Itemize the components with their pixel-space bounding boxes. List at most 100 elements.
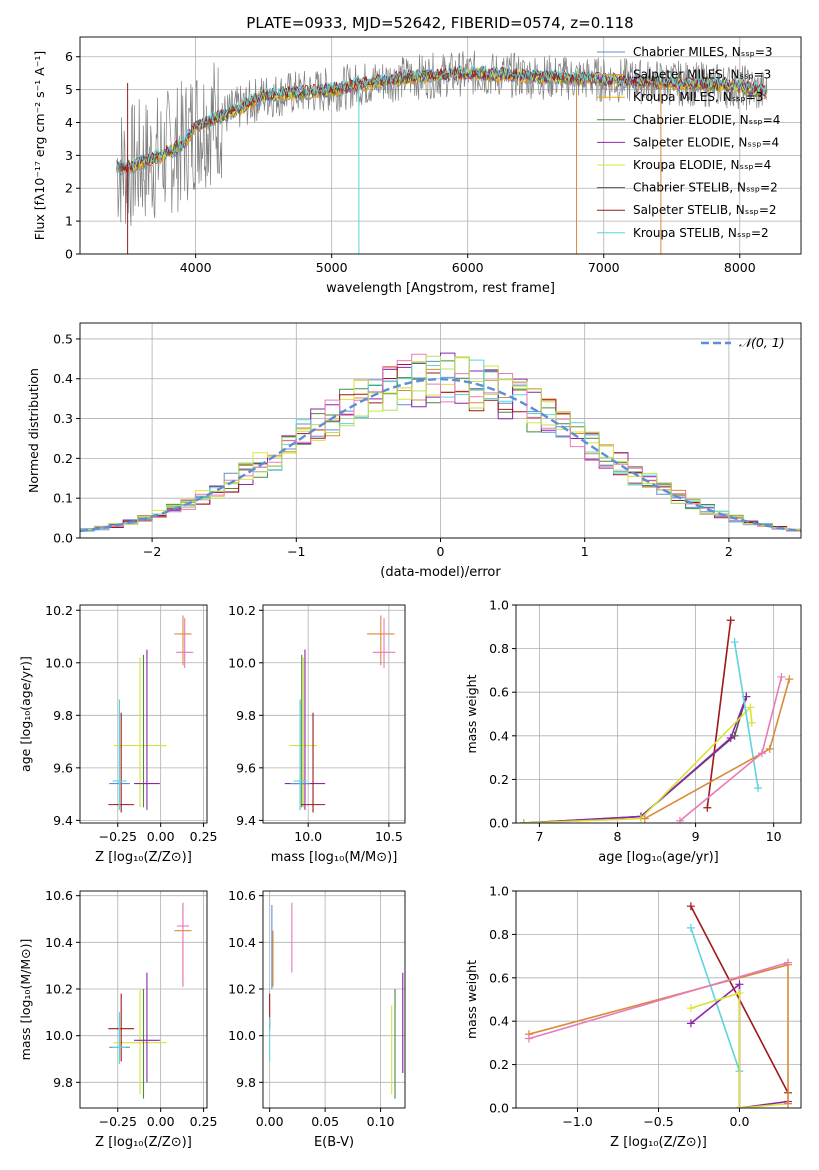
weight-marker — [524, 1034, 533, 1043]
y-tick-label: 9.8 — [236, 708, 256, 723]
y-tick-label: 1 — [65, 214, 73, 229]
panel-spectrum: 4000 5000 6000 7000 8000 0 1 2 3 4 5 6 wavelength [A… — [32, 36, 802, 296]
y-axis-label: Flux [fλ10⁻¹⁷ erg cm⁻² s⁻¹ A⁻¹] — [32, 51, 47, 240]
x-tick-label: −1.0 — [562, 1114, 592, 1129]
panel-age-vs-Z: −0.25 0.00 0.25 9.4 9.6 9.8 10.0 10.2 Z [log₁₀(Z… — [18, 603, 217, 865]
x-tick-label: 5000 — [316, 260, 348, 275]
weight-marker — [686, 1019, 695, 1028]
y-tick-label: 10.2 — [45, 603, 73, 618]
x-tick-label: 10 — [766, 829, 782, 844]
y-tick-label: 0.3 — [53, 411, 73, 426]
axes-frame — [262, 604, 406, 824]
x-axis-label: (data-model)/error — [380, 565, 501, 580]
y-tick-label: 1.0 — [489, 598, 509, 613]
x-tick-label: 0.00 — [256, 1114, 284, 1129]
x-tick-label: −2 — [143, 544, 161, 559]
y-tick-label: 1.0 — [489, 884, 509, 899]
y-tick-label: 0.8 — [489, 927, 509, 942]
y-tick-label: 10.6 — [228, 888, 256, 903]
grid-mass-vs-ebv — [263, 891, 405, 1108]
x-axis-label: wavelength [Angstrom, rest frame] — [326, 281, 555, 296]
y-tick-label: 0.2 — [489, 1057, 509, 1072]
y-tick-label: 0.4 — [489, 1014, 509, 1029]
x-axis-label: mass [log₁₀(M/M⊙)] — [271, 850, 398, 865]
y-tick-label: 0.6 — [489, 685, 509, 700]
weight-marker — [703, 803, 712, 812]
axes-frame — [79, 604, 208, 824]
y-tick-label: 10.4 — [228, 935, 256, 950]
legend-entry: Kroupa ELODIE, Nₛₛₚ=4 — [633, 158, 771, 172]
panel-age-vs-mass: 10.0 10.5 9.4 9.6 9.8 10.0 10.2 mass [log₁₀(M/M… — [228, 603, 406, 865]
y-tick-label: 10.4 — [45, 935, 73, 950]
y-tick-label: 3 — [65, 148, 73, 163]
weight-marker — [735, 980, 744, 989]
plot-area-age-vs-Z — [108, 615, 194, 813]
legend-entry: Chabrier ELODIE, Nₛₛₚ=4 — [633, 113, 780, 127]
plot-area-weight-vs-age — [519, 616, 794, 823]
legend-entry: Chabrier STELIB, Nₛₛₚ=2 — [633, 181, 778, 195]
panel-mass-vs-Z: −0.25 0.00 0.25 9.8 10.0 10.2 10.4 10.6 Z [log₁₀… — [18, 888, 217, 1150]
gaussian-reference-line — [80, 377, 801, 533]
weight-marker — [726, 733, 735, 742]
figure-title: PLATE=0933, MJD=52642, FIBERID=0574, z=0… — [246, 14, 633, 32]
y-tick-label: 0.4 — [53, 371, 73, 386]
weight-line-series — [690, 927, 741, 1072]
x-tick-label: 10.0 — [294, 829, 322, 844]
y-tick-label: 6 — [65, 49, 73, 64]
panel-residuals: −2 −1 0 1 2 0.0 0.1 0.2 0.3 0.4 0.5 (data-model)/er… — [26, 322, 802, 580]
weight-marker — [730, 638, 739, 647]
y-tick-label: 0.6 — [489, 970, 509, 985]
plot-area-weight-vs-Z — [524, 902, 793, 1108]
y-tick-label: 9.8 — [53, 1075, 73, 1090]
y-axis-label: mass [log₁₀(M/M⊙)] — [18, 939, 33, 1061]
weight-marker — [754, 784, 763, 793]
plot-area-mass-vs-Z — [108, 902, 192, 1099]
y-tick-label: 10.2 — [45, 982, 73, 997]
y-tick-label: 0 — [65, 247, 73, 262]
panel-weight-vs-Z: −1.0 −0.5 0.0 0.0 0.2 0.4 0.6 0.8 1.0 Z [log₁₀(Z/… — [464, 884, 802, 1150]
x-axis-label: Z [log₁₀(Z/Z⊙)] — [95, 850, 192, 865]
legend-entry: Salpeter MILES, Nₛₛₚ=3 — [633, 68, 771, 82]
weight-marker — [747, 718, 756, 727]
weight-marker — [726, 616, 735, 625]
y-tick-label: 0.0 — [489, 1101, 509, 1116]
weight-line-series — [690, 991, 789, 1108]
weight-marker — [757, 749, 766, 758]
model-spectrum-kroupa-stelib — [116, 64, 767, 171]
grid-age-vs-mass — [263, 605, 405, 823]
legend-entry: 𝒩(0, 1) — [739, 335, 785, 350]
x-tick-label: −0.5 — [643, 1114, 673, 1129]
panel-mass-vs-ebv: 0.00 0.05 0.10 9.8 10.0 10.2 10.4 10.6 E(B-V) — [228, 888, 406, 1150]
y-tick-label: 0.8 — [489, 641, 509, 656]
y-tick-label: 0.0 — [53, 531, 73, 546]
y-tick-label: 0.2 — [489, 772, 509, 787]
weight-line-series — [706, 620, 732, 808]
weight-marker — [785, 675, 794, 684]
y-tick-label: 4 — [65, 115, 73, 130]
weight-marker — [519, 819, 528, 823]
plot-area-age-vs-mass — [284, 615, 396, 813]
y-tick-label: 10.0 — [228, 655, 256, 670]
y-axis-label: Normed distribution — [26, 368, 41, 493]
weight-marker — [735, 1104, 744, 1108]
y-tick-label: 10.6 — [45, 888, 73, 903]
weight-marker — [746, 703, 755, 712]
y-tick-label: 9.8 — [236, 1075, 256, 1090]
y-tick-label: 9.4 — [236, 813, 256, 828]
x-tick-label: −0.25 — [99, 829, 137, 844]
y-tick-label: 9.6 — [236, 760, 256, 775]
weight-marker — [784, 1099, 793, 1108]
weight-line-series — [733, 641, 759, 789]
x-tick-label: 0.25 — [190, 829, 218, 844]
x-tick-label: 0.10 — [367, 1114, 395, 1129]
weight-marker — [686, 1004, 695, 1013]
y-tick-label: 9.6 — [53, 760, 73, 775]
axes-frame — [262, 890, 406, 1109]
y-tick-label: 10.2 — [228, 982, 256, 997]
y-tick-label: 0.2 — [53, 451, 73, 466]
x-tick-label: 8 — [614, 829, 622, 844]
x-tick-label: 7000 — [588, 260, 620, 275]
weight-marker — [735, 988, 744, 997]
weight-marker — [777, 672, 786, 681]
weight-line-series — [523, 696, 748, 823]
